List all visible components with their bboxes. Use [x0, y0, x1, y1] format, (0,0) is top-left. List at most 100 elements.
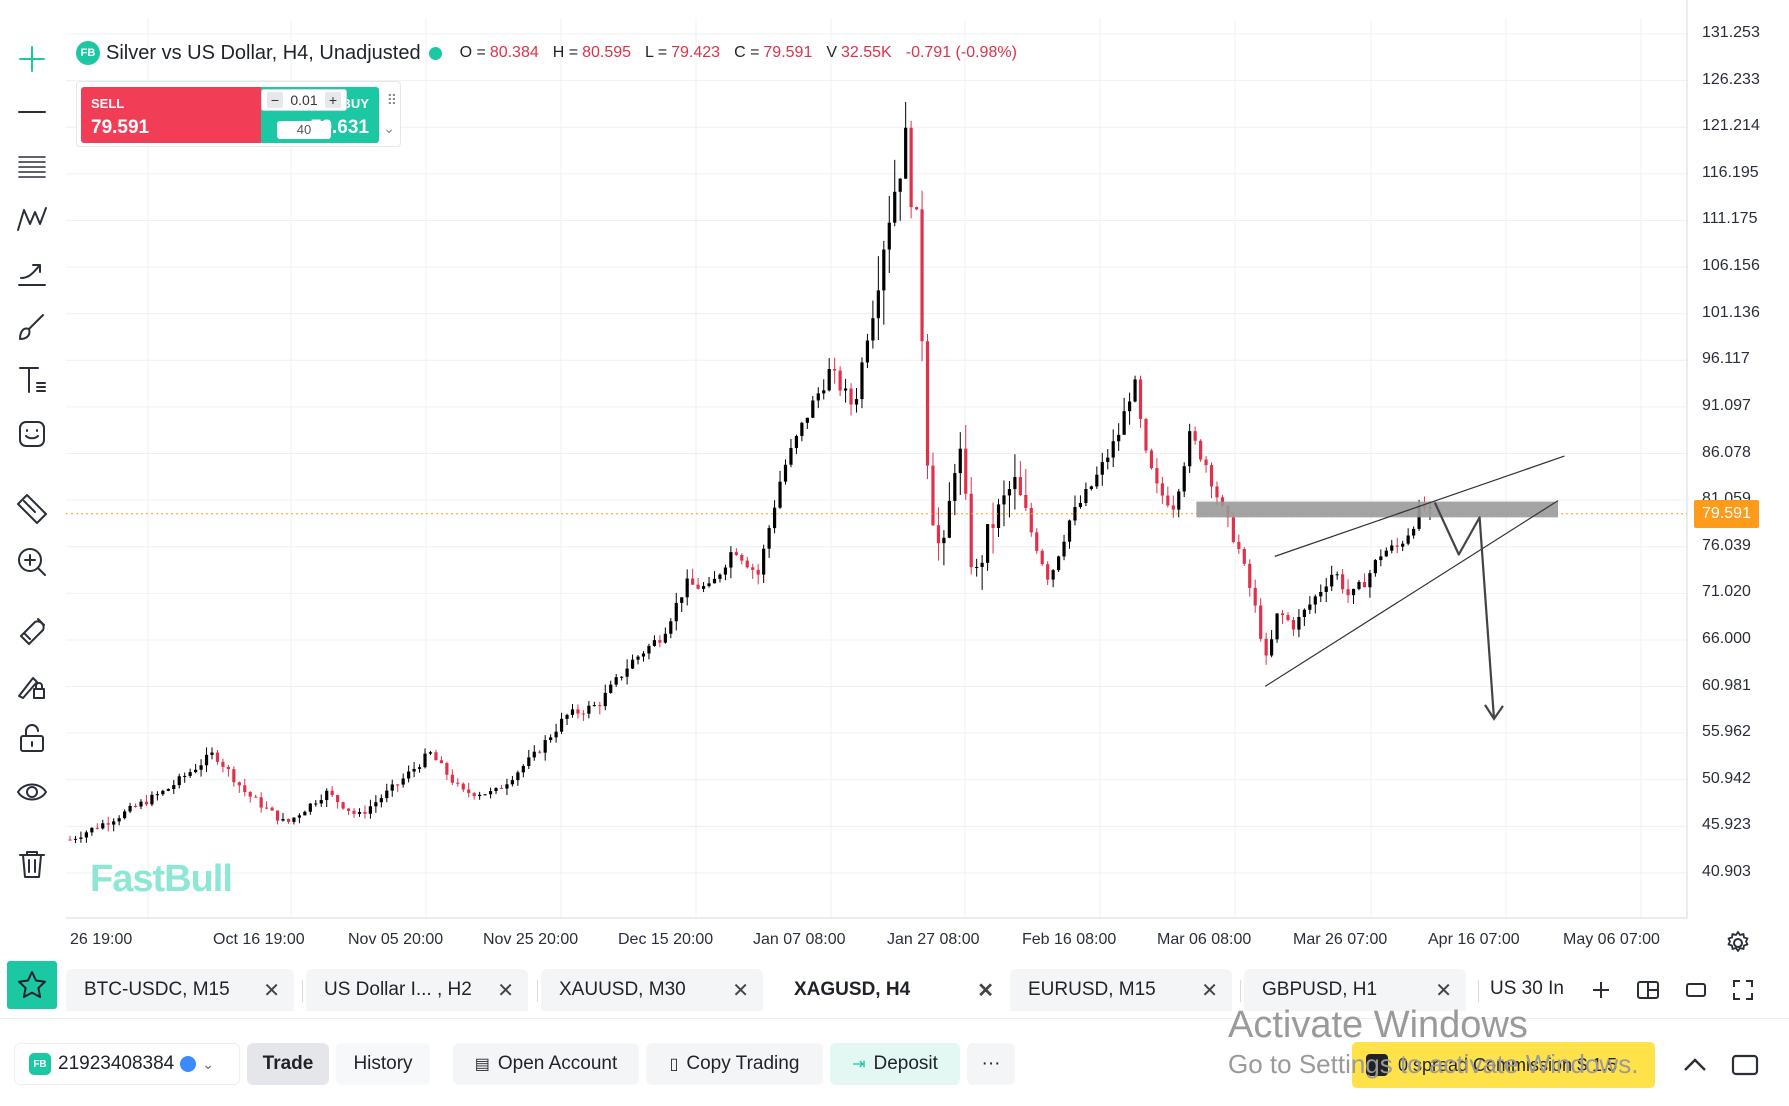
candle-body — [620, 676, 624, 678]
candle-body — [1062, 541, 1066, 557]
rising-wedge-lower-line[interactable] — [1264, 500, 1559, 687]
ruler-icon[interactable] — [11, 488, 53, 530]
tab-divider — [1478, 980, 1479, 1002]
candle-body — [275, 810, 280, 821]
more-button[interactable]: ··· — [967, 1043, 1015, 1085]
candle-body — [805, 417, 809, 423]
history-button[interactable]: History — [336, 1043, 430, 1085]
favorites-star-button[interactable] — [7, 961, 57, 1009]
close-tab-icon[interactable]: ✕ — [497, 980, 514, 1002]
tab-divider — [537, 980, 538, 1002]
candle-body — [1177, 491, 1181, 510]
drag-handle-icon[interactable]: ⠿ — [386, 92, 397, 108]
candle-body — [1122, 411, 1126, 435]
candle-body — [734, 552, 738, 556]
deposit-icon: ⇥ — [852, 1056, 866, 1073]
close-tab-icon[interactable]: ✕ — [263, 980, 280, 1002]
sell-button[interactable]: SELL 79.591 — [81, 87, 261, 143]
close-tab-icon[interactable]: ✕ — [1201, 980, 1218, 1002]
resistance-zone[interactable] — [1196, 501, 1558, 518]
add-tab-icon[interactable] — [1586, 975, 1616, 1005]
minus-icon[interactable]: − — [267, 92, 283, 108]
candle-body — [90, 827, 94, 833]
quantity-value[interactable]: 0.01 — [290, 92, 318, 108]
horizontal-line-icon[interactable] — [11, 91, 53, 133]
promo-banner[interactable]: 0 spread Commission $ 1.5 — [1352, 1042, 1655, 1088]
candle-body — [396, 784, 400, 786]
chart-area[interactable] — [66, 0, 1789, 960]
tab-us30-partial[interactable]: US 30 In — [1490, 978, 1564, 999]
plus-icon[interactable] — [11, 38, 53, 80]
symbol-logo: FB — [76, 41, 100, 65]
eye-icon[interactable] — [11, 771, 53, 813]
candle-body — [1040, 550, 1044, 565]
market-status-dot — [428, 46, 442, 60]
zoom-in-icon[interactable] — [11, 541, 53, 583]
candle-body — [1138, 379, 1143, 419]
candle-body — [1341, 574, 1345, 590]
rising-wedge-upper-line[interactable] — [1274, 455, 1565, 557]
trash-icon[interactable] — [11, 843, 53, 885]
candle-body — [150, 794, 154, 805]
price-tick-label: 55.962 — [1702, 723, 1751, 741]
trend-arrow-icon[interactable] — [11, 252, 53, 294]
close-tab-icon[interactable]: ✕ — [732, 980, 749, 1002]
single-layout-icon[interactable] — [1681, 975, 1711, 1005]
deposit-button[interactable]: ⇥ Deposit — [830, 1043, 960, 1085]
candle-body — [1297, 616, 1301, 630]
tab-eurusd[interactable]: EURUSD, M15 ✕ — [1010, 969, 1232, 1011]
history-label: History — [353, 1053, 413, 1074]
candle-body — [811, 400, 815, 418]
fullscreen-icon[interactable] — [1728, 975, 1758, 1005]
projection-path[interactable] — [1433, 502, 1496, 719]
quantity-stepper[interactable]: − 0.01 + — [261, 89, 347, 111]
open-account-button[interactable]: ▤ Open Account — [453, 1043, 639, 1085]
tab-xauusd[interactable]: XAUUSD, M30 ✕ — [541, 969, 763, 1011]
account-selector[interactable]: FB 21923408384 ⌄ — [14, 1043, 240, 1085]
text-icon[interactable] — [11, 359, 53, 401]
chevron-down-icon[interactable]: ⌄ — [383, 120, 395, 136]
candle-body — [1324, 586, 1328, 592]
candle-body — [636, 656, 640, 660]
copy-trading-icon: ▯ — [669, 1056, 679, 1073]
candle-body — [1368, 573, 1372, 588]
price-chart[interactable] — [66, 0, 1789, 960]
pattern-icon[interactable] — [11, 198, 53, 240]
low-value: 79.423 — [671, 44, 721, 61]
candle-body — [778, 481, 782, 508]
tab-gbpusd[interactable]: GBPUSD, H1 ✕ — [1244, 969, 1466, 1011]
split-layout-icon[interactable] — [1633, 975, 1663, 1005]
plus-small-icon[interactable]: + — [325, 92, 341, 108]
candle-body — [1078, 503, 1083, 507]
trade-label: Trade — [262, 1053, 314, 1074]
lock-drawing-icon[interactable] — [11, 664, 53, 706]
tab-us-dollar-index[interactable]: US Dollar I... , H2 ✕ — [306, 969, 528, 1011]
candle-body — [1215, 486, 1219, 498]
brush-icon[interactable] — [11, 306, 53, 348]
panel-layout-icon[interactable] — [1730, 1052, 1760, 1078]
buy-label: BUY — [341, 96, 369, 111]
copy-trading-button[interactable]: ▯ Copy Trading — [646, 1043, 823, 1085]
unlock-icon[interactable] — [11, 717, 53, 759]
price-tick-label: 96.117 — [1702, 350, 1750, 368]
chevron-up-icon[interactable] — [1680, 1050, 1710, 1080]
close-tab-icon[interactable]: ✕ — [977, 980, 994, 1002]
candle-body — [1390, 545, 1394, 551]
candle-body — [1073, 506, 1077, 521]
candle-body — [669, 621, 673, 634]
tab-xagusd[interactable]: XAGUSD, H4 ✕ — [776, 969, 1008, 1011]
symbol-title[interactable]: Silver vs US Dollar, H4, Unadjusted — [106, 41, 421, 64]
copy-trading-label: Copy Trading — [686, 1053, 800, 1074]
settings-gear-icon[interactable] — [1725, 930, 1751, 956]
candle-body — [1133, 379, 1137, 402]
trade-button[interactable]: Trade — [247, 1043, 329, 1085]
candle-body — [554, 731, 558, 738]
sticker-icon[interactable] — [11, 413, 53, 455]
time-tick-label: Mar 06 08:00 — [1157, 931, 1252, 948]
candle-body — [1395, 545, 1399, 547]
magnet-icon[interactable] — [11, 610, 53, 652]
tab-btc-usdc[interactable]: BTC-USDC, M15 ✕ — [66, 969, 294, 1011]
fib-lines-icon[interactable] — [11, 145, 53, 187]
candle-body — [652, 640, 657, 646]
close-tab-icon[interactable]: ✕ — [1435, 980, 1452, 1002]
